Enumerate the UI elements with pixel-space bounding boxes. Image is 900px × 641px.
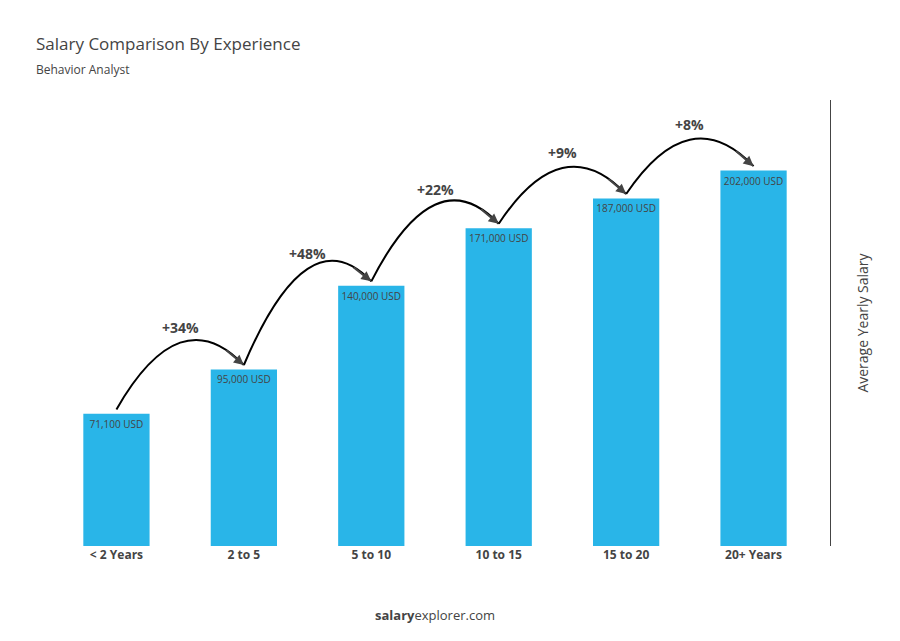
svg-text:salaryexplorer.com: salaryexplorer.com	[375, 606, 495, 624]
svg-text:71,100 USD: 71,100 USD	[90, 417, 144, 431]
svg-text:202,000 USD: 202,000 USD	[724, 174, 784, 188]
svg-text:+48%: +48%	[289, 244, 326, 263]
svg-text:< 2 Years: < 2 Years	[90, 546, 143, 563]
svg-text:140,000 USD: 140,000 USD	[342, 289, 402, 303]
svg-text:15 to 20: 15 to 20	[603, 546, 649, 563]
svg-text:+34%: +34%	[162, 318, 199, 337]
svg-text:10 to 15: 10 to 15	[476, 546, 522, 563]
svg-text:20+ Years: 20+ Years	[725, 546, 782, 563]
svg-text:187,000 USD: 187,000 USD	[596, 201, 656, 215]
svg-text:+22%: +22%	[417, 180, 454, 199]
svg-text:95,000 USD: 95,000 USD	[217, 372, 271, 386]
svg-text:Average Yearly Salary: Average Yearly Salary	[853, 252, 872, 392]
svg-text:Behavior Analyst: Behavior Analyst	[36, 61, 129, 78]
svg-text:2 to 5: 2 to 5	[228, 546, 261, 563]
svg-text:5 to 10: 5 to 10	[352, 546, 392, 563]
svg-text:+9%: +9%	[548, 143, 577, 162]
svg-text:Salary Comparison By Experienc: Salary Comparison By Experience	[36, 32, 300, 55]
svg-text:171,000 USD: 171,000 USD	[469, 231, 529, 245]
svg-text:+8%: +8%	[675, 115, 704, 134]
